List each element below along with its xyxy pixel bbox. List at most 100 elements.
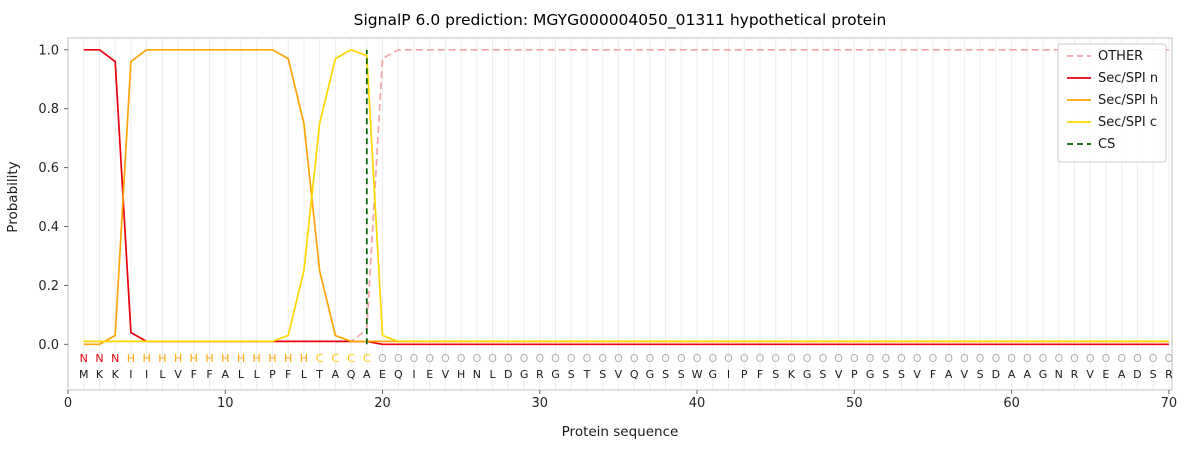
residue-letter: S — [819, 368, 826, 381]
region-label: O — [457, 352, 466, 365]
residue-letter: G — [520, 368, 529, 381]
region-label: H — [174, 352, 182, 365]
residue-letter: Q — [394, 368, 403, 381]
region-label: O — [866, 352, 875, 365]
chart-title: SignalP 6.0 prediction: MGYG000004050_01… — [354, 11, 887, 30]
region-label: C — [347, 352, 355, 365]
region-label: H — [268, 352, 276, 365]
residue-letter: P — [741, 368, 748, 381]
residue-letter: I — [129, 368, 132, 381]
residue-letter: L — [301, 368, 308, 381]
region-label: O — [771, 352, 780, 365]
region-label: O — [630, 352, 639, 365]
residue-letter: F — [206, 368, 212, 381]
y-tick-label: 0.4 — [38, 220, 59, 235]
region-label: O — [441, 352, 450, 365]
residue-letter: K — [96, 368, 104, 381]
residue-letter: A — [222, 368, 230, 381]
region-label: O — [598, 352, 607, 365]
region-label: O — [677, 352, 686, 365]
x-tick-label: 40 — [689, 396, 706, 411]
residue-letter: S — [898, 368, 905, 381]
series-line-sec-spi-h — [83, 48, 1169, 346]
region-label: H — [284, 352, 292, 365]
residue-letter: K — [788, 368, 796, 381]
region-label: H — [205, 352, 213, 365]
series-line-sec-spi-n — [83, 48, 1169, 346]
residue-letter: F — [757, 368, 763, 381]
region-label: H — [142, 352, 150, 365]
residue-letter: V — [174, 368, 182, 381]
region-label: O — [1133, 352, 1142, 365]
region-label: O — [378, 352, 387, 365]
residue-letter: M — [79, 368, 89, 381]
region-label: O — [1039, 352, 1048, 365]
residue-letter: N — [473, 368, 481, 381]
residue-letter: E — [379, 368, 386, 381]
residue-letter: P — [269, 368, 276, 381]
region-label: O — [1070, 352, 1079, 365]
residue-letter: S — [568, 368, 575, 381]
residue-letter: I — [727, 368, 730, 381]
residue-letter: Q — [630, 368, 639, 381]
region-label: O — [473, 352, 482, 365]
series-line-sec-spi-c — [83, 48, 1169, 343]
residue-letter: L — [159, 368, 166, 381]
residue-letter: F — [930, 368, 936, 381]
residue-letter: V — [835, 368, 843, 381]
residue-letter: F — [191, 368, 197, 381]
region-label: O — [976, 352, 985, 365]
plot-generated-content: 0 10 20 30 40 50 60 700.00.20.40.60.81.0N N N H H H H… — [38, 37, 1177, 411]
residue-letter: Q — [347, 368, 356, 381]
residue-letter: A — [1024, 368, 1032, 381]
x-tick-label: 0 — [64, 396, 72, 411]
residue-letter: L — [254, 368, 261, 381]
residue-letter: A — [945, 368, 953, 381]
x-tick-label: 20 — [374, 396, 391, 411]
region-label: O — [567, 352, 576, 365]
region-label: C — [316, 352, 324, 365]
region-label: O — [819, 352, 828, 365]
residue-letter: S — [882, 368, 889, 381]
residue-letter: G — [709, 368, 718, 381]
legend — [1057, 43, 1167, 163]
region-label: O — [929, 352, 938, 365]
region-label: O — [881, 352, 890, 365]
residue-letter: G — [866, 368, 875, 381]
region-label: O — [708, 352, 717, 365]
region-label: H — [237, 352, 245, 365]
residue-letter: A — [363, 368, 371, 381]
plot-frame — [67, 37, 1173, 391]
region-label: N — [95, 352, 103, 365]
residue-letter: V — [615, 368, 623, 381]
residue-letter: E — [1102, 368, 1109, 381]
region-label: C — [332, 352, 340, 365]
region-label: O — [1102, 352, 1111, 365]
residue-letter: G — [803, 368, 812, 381]
x-tick-label: 30 — [532, 396, 549, 411]
residue-letter: V — [1086, 368, 1094, 381]
residue-letter: S — [599, 368, 606, 381]
region-label: O — [551, 352, 560, 365]
region-label: O — [992, 352, 1001, 365]
residue-letter: H — [457, 368, 465, 381]
residue-letter: A — [332, 368, 340, 381]
region-label: O — [520, 352, 529, 365]
residue-letter: G — [551, 368, 560, 381]
region-label: N — [111, 352, 119, 365]
legend-label: CS — [1098, 137, 1115, 152]
residue-letter: D — [992, 368, 1000, 381]
residue-letter: P — [851, 368, 858, 381]
residue-letter: S — [977, 368, 984, 381]
residue-letter: E — [426, 368, 433, 381]
residue-letter: L — [238, 368, 245, 381]
region-label: H — [127, 352, 135, 365]
region-label: N — [80, 352, 88, 365]
legend-label: OTHER — [1098, 49, 1143, 64]
region-label: O — [1054, 352, 1063, 365]
region-label: O — [583, 352, 592, 365]
residue-letter: T — [315, 368, 323, 381]
residue-letter: A — [1008, 368, 1016, 381]
region-label: H — [253, 352, 261, 365]
